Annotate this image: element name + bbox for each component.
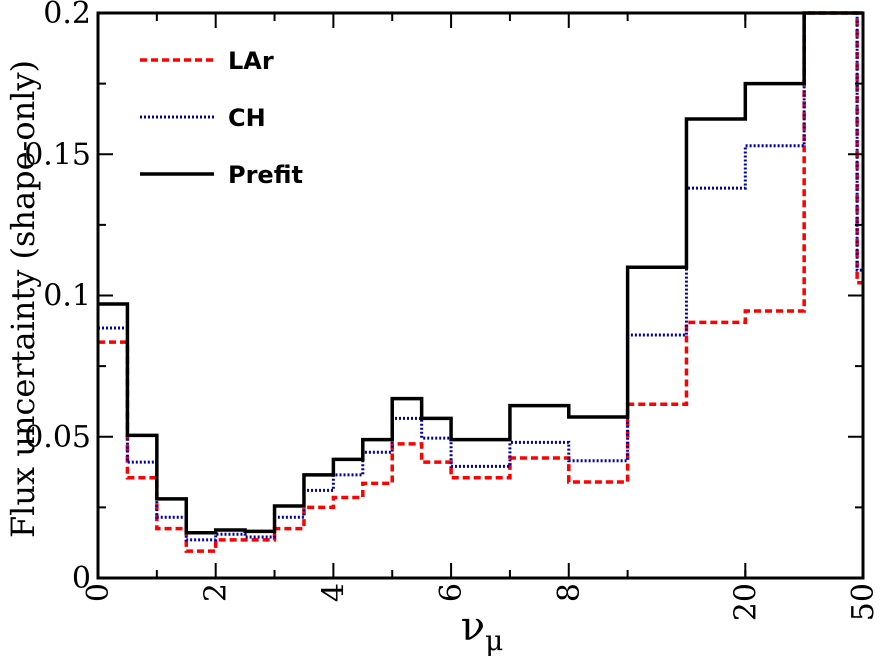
x-tick-label: 0 <box>81 583 116 602</box>
plot-frame <box>96 11 865 580</box>
y-tick-label: 0.05 <box>24 420 91 455</box>
y-tick-label: 0.1 <box>43 279 91 314</box>
series-line-ch <box>98 11 863 542</box>
y-tick-label: 0 <box>72 561 91 596</box>
series-layer <box>98 11 863 553</box>
y-axis-title: Flux uncertainty (shape-only) <box>4 60 42 538</box>
tick-labels: 0 0.05 0.1 0.15 0.2 0 2 4 6 8 20 50 <box>24 0 881 621</box>
x-tick-label: 50 <box>846 583 881 621</box>
legend: LAr CH Prefit <box>140 47 303 189</box>
x-tick-label: 4 <box>316 583 351 602</box>
x-axis-title-main: ν <box>461 604 485 650</box>
legend-label-ch: CH <box>228 104 266 132</box>
legend-label-prefit: Prefit <box>228 161 303 189</box>
x-axis-title-subscript: μ <box>485 624 503 657</box>
y-tick-label: 0.15 <box>24 137 91 172</box>
ticks-layer <box>97 12 864 579</box>
series-line-prefit <box>98 11 863 535</box>
x-tick-label: 20 <box>728 583 763 621</box>
legend-label-lar: LAr <box>228 47 274 75</box>
x-tick-label: 2 <box>199 583 234 602</box>
x-tick-label: 6 <box>434 583 469 602</box>
x-tick-label: 8 <box>552 583 587 602</box>
y-tick-label: 0.2 <box>43 0 91 31</box>
x-axis-title: νμ <box>461 604 504 657</box>
series-line-lar <box>98 11 863 553</box>
